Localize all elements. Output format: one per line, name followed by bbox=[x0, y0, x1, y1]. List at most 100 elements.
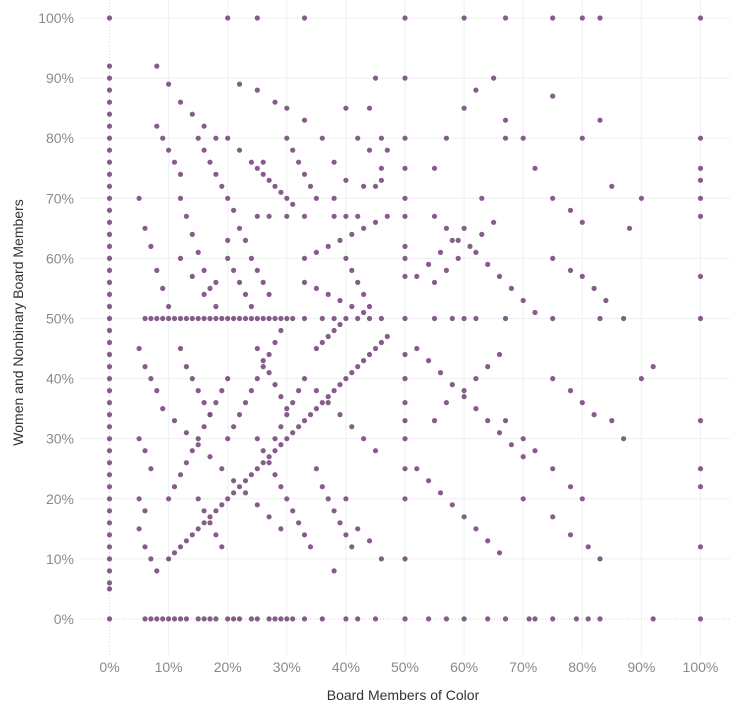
data-point[interactable] bbox=[266, 213, 272, 219]
data-point[interactable] bbox=[219, 466, 225, 472]
data-point[interactable] bbox=[461, 514, 467, 520]
data-point[interactable] bbox=[520, 436, 526, 442]
data-point[interactable] bbox=[290, 315, 296, 322]
data-point[interactable] bbox=[284, 406, 290, 412]
data-point[interactable] bbox=[225, 496, 231, 502]
data-point[interactable] bbox=[372, 448, 379, 454]
data-point[interactable] bbox=[225, 15, 231, 21]
data-point[interactable] bbox=[213, 171, 219, 177]
data-point[interactable] bbox=[254, 15, 260, 21]
data-point[interactable] bbox=[142, 225, 148, 231]
data-point[interactable] bbox=[384, 213, 390, 219]
data-point[interactable] bbox=[236, 315, 243, 322]
data-point[interactable] bbox=[213, 279, 219, 285]
data-point[interactable] bbox=[443, 267, 449, 273]
data-point[interactable] bbox=[248, 159, 254, 165]
data-point[interactable] bbox=[177, 195, 184, 201]
data-point[interactable] bbox=[142, 448, 148, 454]
data-point[interactable] bbox=[579, 496, 585, 502]
data-point[interactable] bbox=[189, 231, 195, 237]
data-point[interactable] bbox=[520, 135, 526, 141]
data-point[interactable] bbox=[313, 195, 319, 201]
data-point[interactable] bbox=[319, 484, 325, 490]
data-point[interactable] bbox=[213, 616, 219, 622]
data-point[interactable] bbox=[349, 303, 355, 310]
data-point[interactable] bbox=[402, 255, 408, 261]
data-point[interactable] bbox=[550, 15, 556, 21]
data-point[interactable] bbox=[183, 315, 189, 322]
data-point[interactable] bbox=[213, 303, 219, 310]
data-point[interactable] bbox=[177, 616, 184, 622]
data-point[interactable] bbox=[366, 147, 373, 153]
data-point[interactable] bbox=[567, 484, 574, 490]
data-point[interactable] bbox=[142, 315, 148, 322]
data-point[interactable] bbox=[260, 460, 266, 466]
data-point[interactable] bbox=[278, 442, 284, 448]
data-point[interactable] bbox=[142, 364, 148, 370]
data-point[interactable] bbox=[142, 616, 148, 622]
data-point[interactable] bbox=[496, 430, 503, 436]
data-point[interactable] bbox=[437, 490, 444, 496]
data-point[interactable] bbox=[455, 237, 461, 243]
data-point[interactable] bbox=[148, 376, 154, 382]
data-point[interactable] bbox=[378, 177, 384, 183]
data-point[interactable] bbox=[207, 514, 213, 520]
data-point[interactable] bbox=[349, 424, 355, 430]
data-point[interactable] bbox=[325, 291, 331, 297]
data-point[interactable] bbox=[402, 556, 408, 562]
data-point[interactable] bbox=[307, 412, 314, 418]
data-point[interactable] bbox=[195, 135, 201, 141]
data-point[interactable] bbox=[183, 430, 189, 436]
data-point[interactable] bbox=[195, 526, 201, 532]
data-point[interactable] bbox=[160, 315, 166, 322]
data-point[interactable] bbox=[697, 544, 704, 550]
data-point[interactable] bbox=[177, 99, 184, 105]
data-point[interactable] bbox=[207, 616, 213, 622]
data-point[interactable] bbox=[106, 556, 113, 562]
data-point[interactable] bbox=[195, 315, 201, 322]
data-point[interactable] bbox=[106, 448, 113, 454]
data-point[interactable] bbox=[301, 171, 308, 177]
data-point[interactable] bbox=[361, 183, 367, 189]
data-point[interactable] bbox=[248, 255, 254, 261]
data-point[interactable] bbox=[355, 364, 361, 370]
data-point[interactable] bbox=[171, 484, 178, 490]
data-point[interactable] bbox=[225, 616, 231, 622]
data-point[interactable] bbox=[402, 165, 408, 171]
data-point[interactable] bbox=[272, 472, 278, 478]
data-point[interactable] bbox=[154, 315, 160, 322]
data-point[interactable] bbox=[414, 345, 420, 352]
data-point[interactable] bbox=[213, 532, 219, 538]
data-point[interactable] bbox=[177, 472, 184, 478]
data-point[interactable] bbox=[260, 159, 266, 165]
data-point[interactable] bbox=[361, 436, 367, 442]
data-point[interactable] bbox=[597, 616, 603, 622]
data-point[interactable] bbox=[106, 87, 113, 93]
data-point[interactable] bbox=[697, 213, 704, 219]
data-point[interactable] bbox=[461, 105, 467, 111]
data-point[interactable] bbox=[148, 556, 154, 562]
data-point[interactable] bbox=[231, 207, 237, 213]
data-point[interactable] bbox=[213, 315, 219, 322]
data-point[interactable] bbox=[272, 183, 278, 189]
data-point[interactable] bbox=[278, 327, 284, 334]
data-point[interactable] bbox=[254, 345, 260, 352]
data-point[interactable] bbox=[378, 135, 384, 141]
data-point[interactable] bbox=[160, 616, 166, 622]
data-point[interactable] bbox=[609, 418, 615, 424]
data-point[interactable] bbox=[331, 159, 337, 165]
data-point[interactable] bbox=[473, 376, 479, 382]
data-point[interactable] bbox=[242, 400, 249, 406]
data-point[interactable] bbox=[355, 616, 361, 622]
data-point[interactable] bbox=[461, 394, 467, 400]
data-point[interactable] bbox=[378, 339, 384, 346]
data-point[interactable] bbox=[296, 424, 302, 430]
data-point[interactable] bbox=[201, 123, 207, 129]
data-point[interactable] bbox=[183, 616, 189, 622]
data-point[interactable] bbox=[260, 279, 266, 285]
data-point[interactable] bbox=[106, 291, 113, 297]
data-point[interactable] bbox=[402, 273, 408, 279]
data-point[interactable] bbox=[532, 309, 538, 316]
data-points[interactable] bbox=[106, 15, 704, 622]
data-point[interactable] bbox=[520, 454, 526, 460]
